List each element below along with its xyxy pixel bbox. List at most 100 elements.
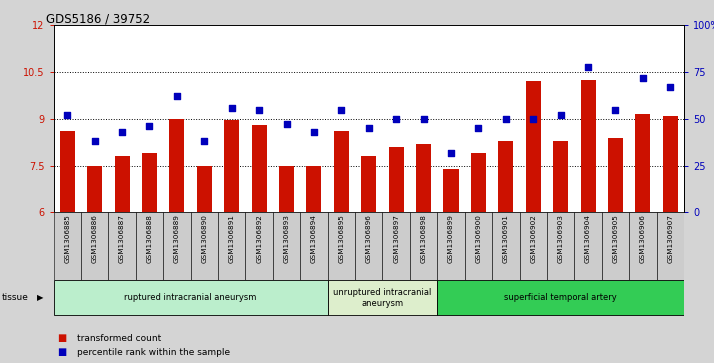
Bar — [191, 212, 218, 280]
Text: GDS5186 / 39752: GDS5186 / 39752 — [46, 13, 151, 26]
Point — [583, 64, 594, 69]
Point — [500, 116, 511, 122]
Bar — [334, 131, 349, 212]
Bar — [629, 212, 657, 280]
Text: GSM1306907: GSM1306907 — [668, 215, 673, 263]
Text: GSM1306899: GSM1306899 — [448, 215, 454, 263]
Text: GSM1306888: GSM1306888 — [146, 215, 153, 263]
Bar — [136, 212, 164, 280]
Text: GSM1306900: GSM1306900 — [476, 215, 481, 263]
Point — [308, 129, 320, 135]
Bar — [383, 212, 410, 280]
Text: GSM1306905: GSM1306905 — [613, 215, 618, 263]
Bar — [602, 212, 629, 280]
Bar — [608, 138, 623, 212]
Point — [226, 105, 238, 111]
Bar — [437, 212, 465, 280]
Bar — [526, 82, 540, 212]
Point — [171, 94, 183, 99]
Bar — [635, 114, 650, 212]
Point — [528, 116, 539, 122]
Point — [665, 84, 676, 90]
Text: ■: ■ — [57, 347, 66, 357]
Bar — [81, 212, 109, 280]
Bar — [520, 212, 547, 280]
Point — [610, 107, 621, 113]
Point — [363, 125, 374, 131]
Text: tissue: tissue — [1, 293, 29, 302]
Bar — [54, 212, 81, 280]
Point — [555, 112, 566, 118]
Point — [89, 138, 101, 144]
Bar — [471, 153, 486, 212]
Point — [418, 116, 429, 122]
Text: superficial temporal artery: superficial temporal artery — [504, 293, 617, 302]
Bar — [114, 156, 130, 212]
Point — [336, 107, 347, 113]
Bar — [437, 280, 684, 315]
Text: GSM1306887: GSM1306887 — [119, 215, 125, 263]
Bar — [416, 144, 431, 212]
Text: GSM1306891: GSM1306891 — [228, 215, 235, 263]
Text: ruptured intracranial aneurysm: ruptured intracranial aneurysm — [124, 293, 257, 302]
Bar — [273, 212, 301, 280]
Bar — [547, 212, 574, 280]
Point — [637, 75, 648, 81]
Point — [391, 116, 402, 122]
Text: GSM1306889: GSM1306889 — [174, 215, 180, 263]
Bar — [443, 169, 458, 212]
Point — [198, 138, 210, 144]
Bar — [465, 212, 492, 280]
Bar — [60, 131, 75, 212]
Bar — [306, 166, 321, 212]
Text: transformed count: transformed count — [77, 334, 161, 343]
Bar — [410, 212, 437, 280]
Bar — [218, 212, 246, 280]
Bar — [355, 212, 383, 280]
Point — [144, 123, 155, 129]
Bar — [492, 212, 520, 280]
Bar — [224, 121, 239, 212]
Bar — [164, 212, 191, 280]
Bar — [109, 212, 136, 280]
Text: GSM1306895: GSM1306895 — [338, 215, 344, 263]
Bar — [580, 80, 595, 212]
Text: GSM1306903: GSM1306903 — [558, 215, 563, 263]
Point — [281, 122, 292, 127]
Bar — [328, 280, 437, 315]
Bar — [657, 212, 684, 280]
Bar — [251, 125, 266, 212]
Bar — [301, 212, 328, 280]
Bar — [498, 141, 513, 212]
Point — [253, 107, 265, 113]
Text: GSM1306906: GSM1306906 — [640, 215, 646, 263]
Bar — [169, 119, 184, 212]
Text: GSM1306898: GSM1306898 — [421, 215, 426, 263]
Bar — [663, 116, 678, 212]
Text: GSM1306896: GSM1306896 — [366, 215, 372, 263]
Text: GSM1306897: GSM1306897 — [393, 215, 399, 263]
Text: GSM1306894: GSM1306894 — [311, 215, 317, 263]
Bar — [197, 166, 212, 212]
Bar — [87, 166, 102, 212]
Point — [61, 112, 73, 118]
Text: GSM1306904: GSM1306904 — [585, 215, 591, 263]
Text: GSM1306885: GSM1306885 — [64, 215, 70, 263]
Text: GSM1306890: GSM1306890 — [201, 215, 207, 263]
Bar — [574, 212, 602, 280]
Text: percentile rank within the sample: percentile rank within the sample — [77, 348, 230, 356]
Bar — [142, 153, 157, 212]
Text: GSM1306902: GSM1306902 — [531, 215, 536, 263]
Text: GSM1306892: GSM1306892 — [256, 215, 262, 263]
Bar — [361, 156, 376, 212]
Point — [116, 129, 128, 135]
Bar — [54, 280, 328, 315]
Bar — [553, 141, 568, 212]
Text: ▶: ▶ — [37, 293, 44, 302]
Text: GSM1306886: GSM1306886 — [91, 215, 98, 263]
Text: unruptured intracranial
aneurysm: unruptured intracranial aneurysm — [333, 287, 432, 308]
Point — [473, 125, 484, 131]
Bar — [328, 212, 355, 280]
Text: GSM1306901: GSM1306901 — [503, 215, 509, 263]
Point — [446, 150, 457, 155]
